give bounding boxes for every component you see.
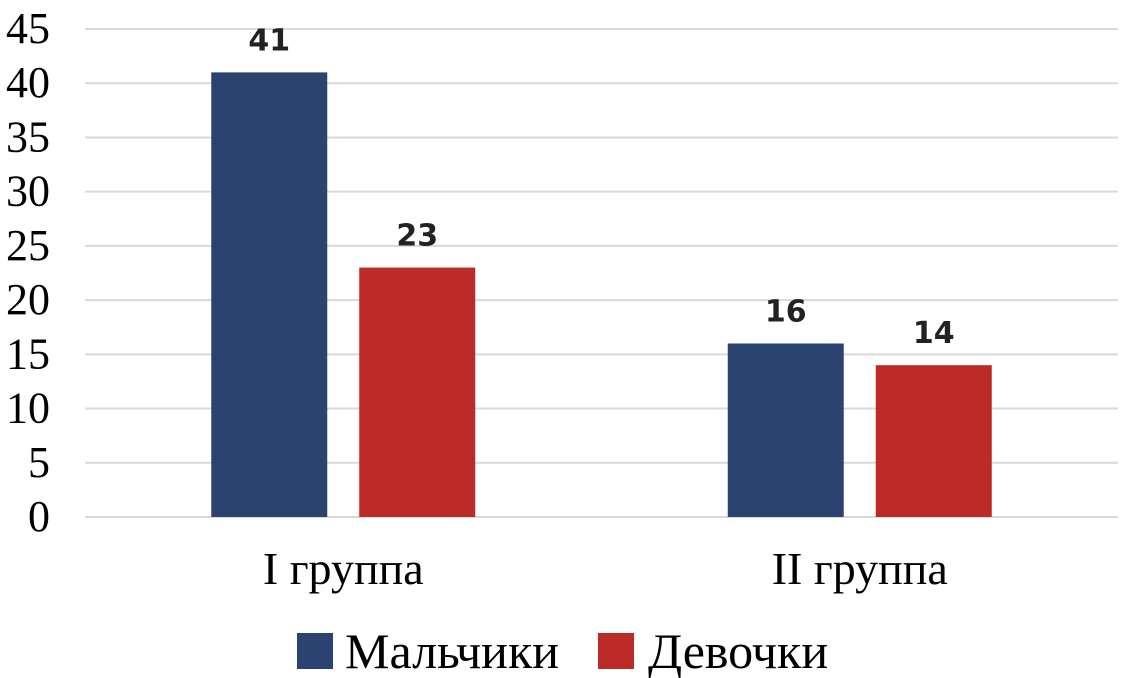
data-label: 14 xyxy=(913,316,955,351)
y-axis-ticks: 0 5 10 15 20 25 30 35 40 45 xyxy=(6,4,50,541)
data-label: 23 xyxy=(396,219,438,254)
data-label: 16 xyxy=(765,294,807,329)
bar-girls-group-1 xyxy=(359,267,476,517)
y-tick-label: 30 xyxy=(6,167,50,216)
legend-label-girls: Девочки xyxy=(648,623,828,678)
y-tick-label: 40 xyxy=(6,58,50,107)
x-axis-categories: I группа II группа xyxy=(263,543,948,594)
bar-boys-group-1 xyxy=(211,72,328,517)
y-tick-label: 45 xyxy=(6,4,50,53)
y-tick-label: 25 xyxy=(6,221,50,270)
data-labels: 41 23 16 14 xyxy=(248,23,954,351)
y-tick-label: 35 xyxy=(6,112,50,161)
y-tick-label: 0 xyxy=(28,492,50,541)
legend-swatch-girls xyxy=(598,633,634,669)
y-tick-label: 15 xyxy=(6,329,50,378)
y-tick-label: 20 xyxy=(6,275,50,324)
bar-boys-group-2 xyxy=(727,343,844,517)
legend-swatch-boys xyxy=(297,633,333,669)
legend: Мальчики Девочки xyxy=(297,623,828,678)
y-tick-label: 5 xyxy=(28,438,50,487)
data-label: 41 xyxy=(248,23,290,58)
x-category-label: I группа xyxy=(263,543,424,594)
legend-label-boys: Мальчики xyxy=(345,623,559,678)
bar-girls-group-2 xyxy=(875,365,992,517)
y-tick-label: 10 xyxy=(6,384,50,433)
bars xyxy=(211,72,992,517)
x-category-label: II группа xyxy=(772,543,948,594)
